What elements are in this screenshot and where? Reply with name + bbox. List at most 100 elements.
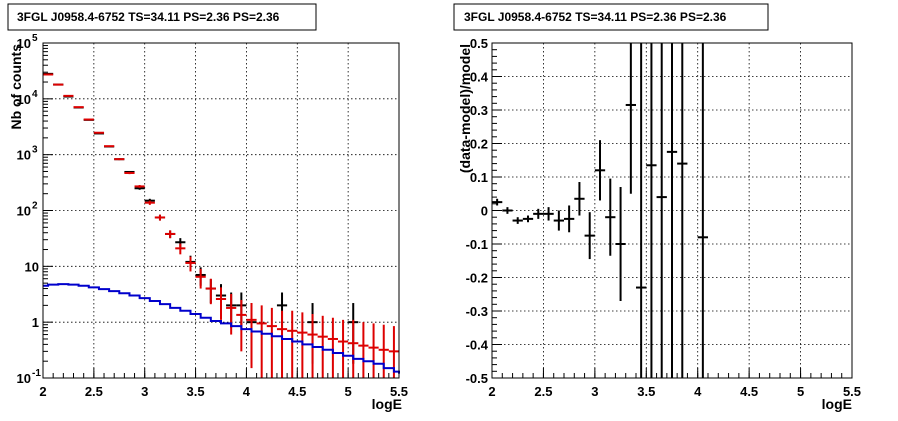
residual-marks bbox=[492, 43, 708, 378]
y-tick-label: 0.3 bbox=[470, 103, 488, 118]
model-point bbox=[134, 185, 145, 188]
y-tick-label: 1 bbox=[32, 315, 39, 330]
x-tick-label: 3 bbox=[591, 384, 598, 399]
model-point bbox=[368, 323, 379, 378]
x-tick-label: 2.5 bbox=[85, 384, 103, 399]
x-tick-label: 2 bbox=[39, 384, 46, 399]
y-tick-exponent: 5 bbox=[32, 33, 38, 44]
x-tick-label: 5.5 bbox=[390, 384, 408, 399]
model-point bbox=[287, 310, 298, 378]
model-point bbox=[226, 293, 237, 335]
counts-xlabel: logE bbox=[372, 396, 402, 412]
x-tick-label: 4 bbox=[694, 384, 702, 399]
x-tick-label: 5 bbox=[345, 384, 352, 399]
residual-point bbox=[512, 217, 523, 224]
model-point bbox=[104, 145, 115, 148]
y-tick-label: 0 bbox=[481, 204, 488, 219]
x-tick-label: 4.5 bbox=[288, 384, 306, 399]
model-point bbox=[266, 307, 277, 378]
residual-point bbox=[533, 208, 544, 219]
model-point bbox=[358, 322, 369, 378]
x-tick-label: 4 bbox=[243, 384, 251, 399]
model-point bbox=[256, 305, 267, 378]
y-tick-exponent: 3 bbox=[32, 145, 38, 156]
counts-title: 3FGL J0958.4-6752 TS=34.11 PS=2.36 PS=2.… bbox=[17, 10, 280, 24]
x-tick-label: 3 bbox=[141, 384, 148, 399]
residual-point bbox=[697, 43, 708, 378]
counts-marks bbox=[43, 72, 400, 378]
x-tick-label: 3.5 bbox=[187, 384, 205, 399]
model-point bbox=[205, 278, 216, 305]
x-tick-label: 2.5 bbox=[534, 384, 552, 399]
model-point bbox=[348, 319, 359, 378]
x-tick-label: 2 bbox=[488, 384, 495, 399]
model-point bbox=[73, 106, 84, 109]
model-point bbox=[246, 303, 257, 369]
residual-title: 3FGL J0958.4-6752 TS=34.11 PS=2.36 PS=2.… bbox=[464, 10, 727, 24]
x-tick-label: 4.5 bbox=[740, 384, 758, 399]
residual-point bbox=[646, 43, 657, 378]
y-tick-label: 0.4 bbox=[470, 70, 489, 85]
y-tick-label: 10 bbox=[17, 92, 31, 107]
y-tick-label: -0.2 bbox=[466, 271, 488, 286]
model-point bbox=[124, 171, 135, 175]
residual-ylabel: (data-model)/model bbox=[457, 44, 473, 173]
residual-panel: 3FGL J0958.4-6752 TS=34.11 PS=2.36 PS=2.… bbox=[453, 3, 861, 412]
model-point bbox=[83, 118, 94, 121]
y-tick-label: -0.4 bbox=[466, 338, 489, 353]
y-tick-exponent: 4 bbox=[32, 89, 38, 100]
x-tick-label: 5.5 bbox=[843, 384, 861, 399]
y-tick-label: 0.2 bbox=[470, 137, 488, 152]
residual-point bbox=[502, 207, 513, 214]
model-point bbox=[93, 131, 105, 134]
y-tick-exponent: 2 bbox=[32, 201, 38, 212]
residual-point bbox=[656, 43, 667, 378]
counts-grid bbox=[43, 43, 399, 378]
model-point bbox=[114, 158, 125, 161]
counts-ylabel: Nb of counts bbox=[8, 44, 24, 130]
y-tick-label: 10 bbox=[17, 204, 31, 219]
y-tick-label: 0.5 bbox=[470, 36, 488, 51]
y-tick-label: 10 bbox=[25, 259, 39, 274]
y-tick-label: 10 bbox=[17, 371, 31, 386]
y-tick-label: -0.1 bbox=[466, 237, 488, 252]
residual-point bbox=[677, 43, 688, 378]
model-point bbox=[276, 310, 288, 378]
counts-panel: 3FGL J0958.4-6752 TS=34.11 PS=2.36 PS=2.… bbox=[7, 3, 409, 412]
model-point bbox=[215, 287, 227, 320]
residual-ticks: 2 2.5 3 3.5 4 4.5 5 5.5 -0.5 -0.4 -0.3 -0.2 -0.1 0 0.1… bbox=[466, 36, 861, 399]
y-tick-label: -0.3 bbox=[466, 304, 488, 319]
model-point bbox=[185, 256, 196, 272]
residual-point bbox=[625, 43, 636, 194]
model-point bbox=[154, 214, 166, 221]
residual-point bbox=[564, 205, 575, 233]
model-point bbox=[144, 200, 155, 205]
residual-point bbox=[584, 212, 595, 260]
model-point bbox=[378, 324, 389, 378]
y-tick-exponent: -1 bbox=[32, 368, 41, 379]
model-point bbox=[165, 230, 176, 239]
y-tick-label: -0.5 bbox=[466, 371, 488, 386]
residual-point bbox=[492, 198, 503, 206]
residual-title-box bbox=[453, 3, 769, 31]
residual-point bbox=[666, 43, 678, 378]
model-point bbox=[175, 243, 186, 255]
x-tick-label: 5 bbox=[797, 384, 804, 399]
residual-point bbox=[574, 182, 585, 216]
x-tick-label: 3.5 bbox=[637, 384, 655, 399]
model-point bbox=[327, 317, 338, 378]
residual-point bbox=[553, 210, 564, 231]
model-point bbox=[195, 268, 206, 289]
model-point bbox=[337, 319, 349, 378]
counts-title-box bbox=[7, 3, 317, 31]
residual-point bbox=[594, 140, 606, 201]
model-line bbox=[43, 283, 400, 374]
residual-xlabel: logE bbox=[822, 396, 852, 412]
y-tick-label: 0.1 bbox=[470, 170, 488, 185]
residual-point bbox=[636, 43, 647, 378]
y-tick-label: 10 bbox=[17, 36, 31, 51]
residual-point bbox=[522, 215, 534, 223]
residual-point bbox=[605, 178, 616, 256]
